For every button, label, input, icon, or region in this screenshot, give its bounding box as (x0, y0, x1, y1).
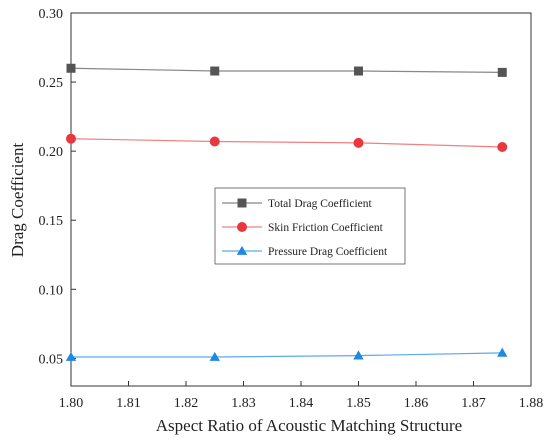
series-line (71, 352, 503, 358)
y-axis-title: Drag Coefficient (8, 143, 27, 258)
y-tick-label: 0.15 (39, 214, 64, 229)
x-tick-label: 1.83 (231, 396, 256, 411)
data-point (353, 350, 364, 360)
y-tick-label: 0.05 (39, 352, 64, 367)
legend-label: Pressure Drag Coefficient (268, 246, 388, 258)
legend-marker (236, 245, 248, 255)
data-point (66, 63, 76, 73)
y-tick-label: 0.20 (39, 145, 64, 160)
legend-marker (237, 198, 247, 208)
x-tick-label: 1.88 (519, 396, 544, 411)
x-tick-label: 1.86 (404, 396, 429, 411)
x-axis-title: Aspect Ratio of Acoustic Matching Struct… (156, 416, 462, 435)
data-point (66, 133, 76, 144)
chart-axes: 1.80 1.81 1.82 1.83 1.84 1.85 1.86 1.87 1.88 0.05… (39, 7, 544, 411)
x-tick-label: 1.85 (346, 396, 371, 411)
series-triangle (65, 347, 508, 361)
x-tick-label: 1.80 (59, 396, 84, 411)
x-tick-label: 1.81 (116, 396, 141, 411)
data-point (209, 136, 220, 147)
legend-label: Skin Friction Coefficient (268, 222, 384, 234)
x-tick-label: 1.82 (174, 396, 199, 411)
chart-series (65, 63, 508, 361)
series-square (66, 63, 507, 77)
legend-marker (237, 222, 247, 232)
series-line (70, 67, 503, 74)
series-line (70, 138, 503, 148)
x-tick-label: 1.87 (461, 396, 486, 411)
data-point (209, 351, 220, 361)
legend-label: Total Drag Coefficient (268, 198, 373, 210)
y-tick-label: 0.10 (39, 283, 64, 298)
data-point (210, 66, 220, 76)
y-tick-label: 0.30 (39, 7, 64, 22)
data-point (65, 351, 77, 361)
y-tick-label: 0.25 (39, 76, 64, 91)
data-point (497, 347, 508, 357)
chart-legend: Total Drag Coefficient Skin Friction Coef… (214, 187, 406, 265)
data-point (353, 137, 364, 148)
x-tick-label: 1.84 (289, 396, 314, 411)
data-point (497, 67, 507, 77)
data-point (354, 66, 363, 76)
series-circle (66, 133, 508, 153)
data-point (497, 142, 508, 153)
